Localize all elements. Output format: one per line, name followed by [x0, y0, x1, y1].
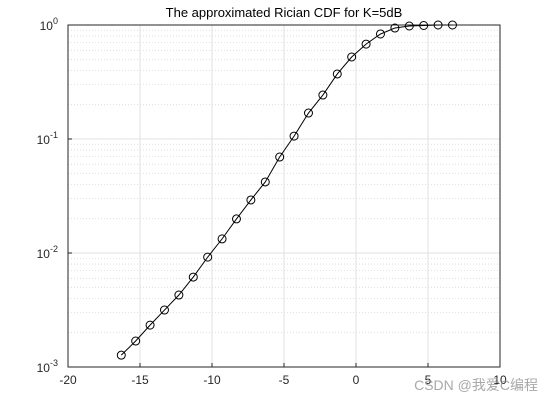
y-tick-label: 10-1	[37, 130, 58, 147]
data-marker	[390, 23, 400, 33]
y-tick-label: 100	[40, 16, 58, 33]
y-tick-exponent: -3	[50, 358, 58, 368]
y-tick-base: 10	[37, 361, 51, 375]
y-tick-label: 10-3	[37, 358, 58, 375]
data-marker	[318, 90, 328, 100]
data-marker	[332, 69, 342, 79]
data-marker	[433, 20, 443, 30]
x-tick-label: -15	[131, 373, 149, 387]
series-line	[120, 24, 453, 356]
data-marker	[159, 305, 169, 315]
data-marker	[188, 272, 198, 282]
y-tick-exponent: 0	[53, 16, 58, 26]
data-marker	[375, 29, 385, 39]
chart-title: The approximated Rician CDF for K=5dB	[166, 5, 403, 20]
x-tick-label: 10	[493, 373, 507, 387]
data-marker	[145, 320, 155, 330]
plot-frame	[67, 24, 501, 368]
data-marker	[275, 152, 285, 162]
data-marker	[361, 39, 371, 49]
data-marker	[419, 20, 429, 30]
data-marker	[231, 214, 241, 224]
data-marker	[217, 234, 227, 244]
data-marker	[447, 20, 457, 30]
x-tick-label: 0	[353, 373, 360, 387]
data-marker	[289, 131, 299, 141]
x-tick-label: -10	[203, 373, 221, 387]
data-marker	[404, 21, 414, 31]
y-tick-label: 10-2	[37, 244, 58, 261]
x-tick-label: 5	[425, 373, 432, 387]
x-tick-label: -5	[279, 373, 290, 387]
data-marker	[203, 252, 213, 262]
data-marker	[116, 350, 126, 360]
data-marker	[174, 290, 184, 300]
y-tick-base: 10	[37, 133, 51, 147]
watermark: CSDN @我爱C编程	[414, 377, 538, 393]
y-tick-base: 10	[37, 247, 51, 261]
y-tick-exponent: -2	[50, 244, 58, 254]
data-marker	[246, 195, 256, 205]
y-tick-base: 10	[40, 19, 54, 33]
data-marker	[347, 52, 357, 62]
x-tick-label: -20	[59, 373, 77, 387]
data-marker	[303, 108, 313, 118]
y-tick-exponent: -1	[50, 130, 58, 140]
data-marker	[131, 336, 141, 346]
data-marker	[260, 177, 270, 187]
